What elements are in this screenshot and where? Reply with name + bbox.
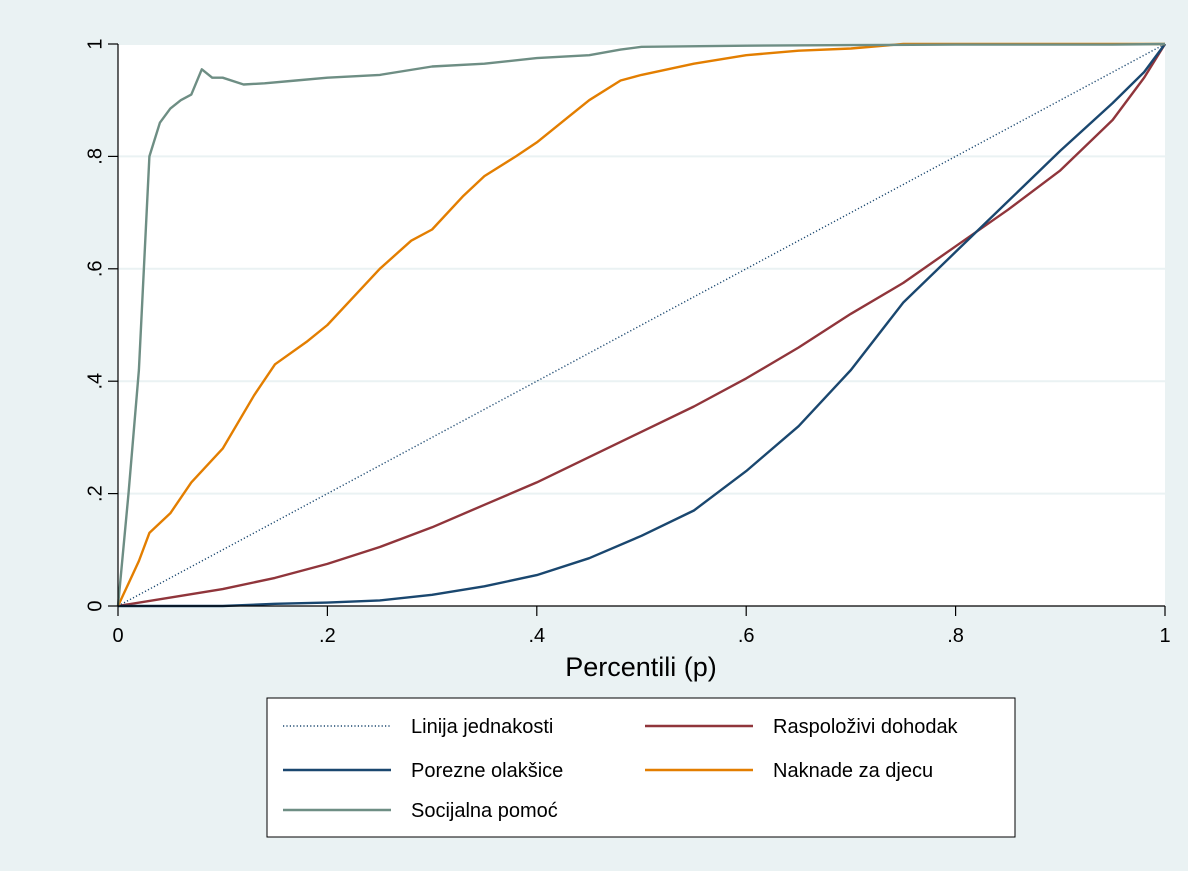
legend-label-2: Porezne olakšice [411, 760, 563, 782]
series-line-0 [117, 43, 1166, 607]
x-tick-label-4: .8 [947, 625, 964, 647]
x-tick-label-0: 0 [112, 625, 123, 647]
x-axis-title: Percentili (p) [565, 652, 717, 682]
x-tick-label-2: .4 [528, 625, 545, 647]
legend-label-3: Naknade za djecu [773, 760, 933, 782]
x-tick-labels: 0 .2 .4 .6 .8 1 [112, 625, 1170, 647]
x-tick-label-3: .6 [738, 625, 755, 647]
legend-label-0: Linija jednakosti [411, 716, 553, 738]
legend: Linija jednakosti Raspoloživi dohodak Pore… [266, 697, 1016, 838]
legend-label-4: Socijalna pomoć [411, 800, 558, 822]
series-lines [116, 42, 1167, 608]
y-tick-label-0: 0 [84, 600, 106, 611]
series-line-1 [117, 43, 1167, 608]
axes [108, 43, 1166, 616]
legend-label-1: Raspoloživi dohodak [773, 716, 959, 738]
y-tick-label-1: .2 [84, 485, 106, 502]
x-tick-label-5: 1 [1159, 625, 1170, 647]
y-tick-label-5: 1 [84, 38, 106, 49]
x-tick-label-1: .2 [319, 625, 336, 647]
y-tick-label-2: .4 [84, 373, 106, 390]
legend-box [266, 697, 1016, 838]
y-tick-label-3: .6 [84, 260, 106, 277]
y-tick-labels: 0 .2 .4 .6 .8 1 [84, 38, 106, 611]
y-tick-label-4: .8 [84, 148, 106, 165]
series-line-4 [116, 42, 1166, 607]
series-line-2 [118, 43, 1166, 608]
series-line-3 [116, 42, 1165, 607]
